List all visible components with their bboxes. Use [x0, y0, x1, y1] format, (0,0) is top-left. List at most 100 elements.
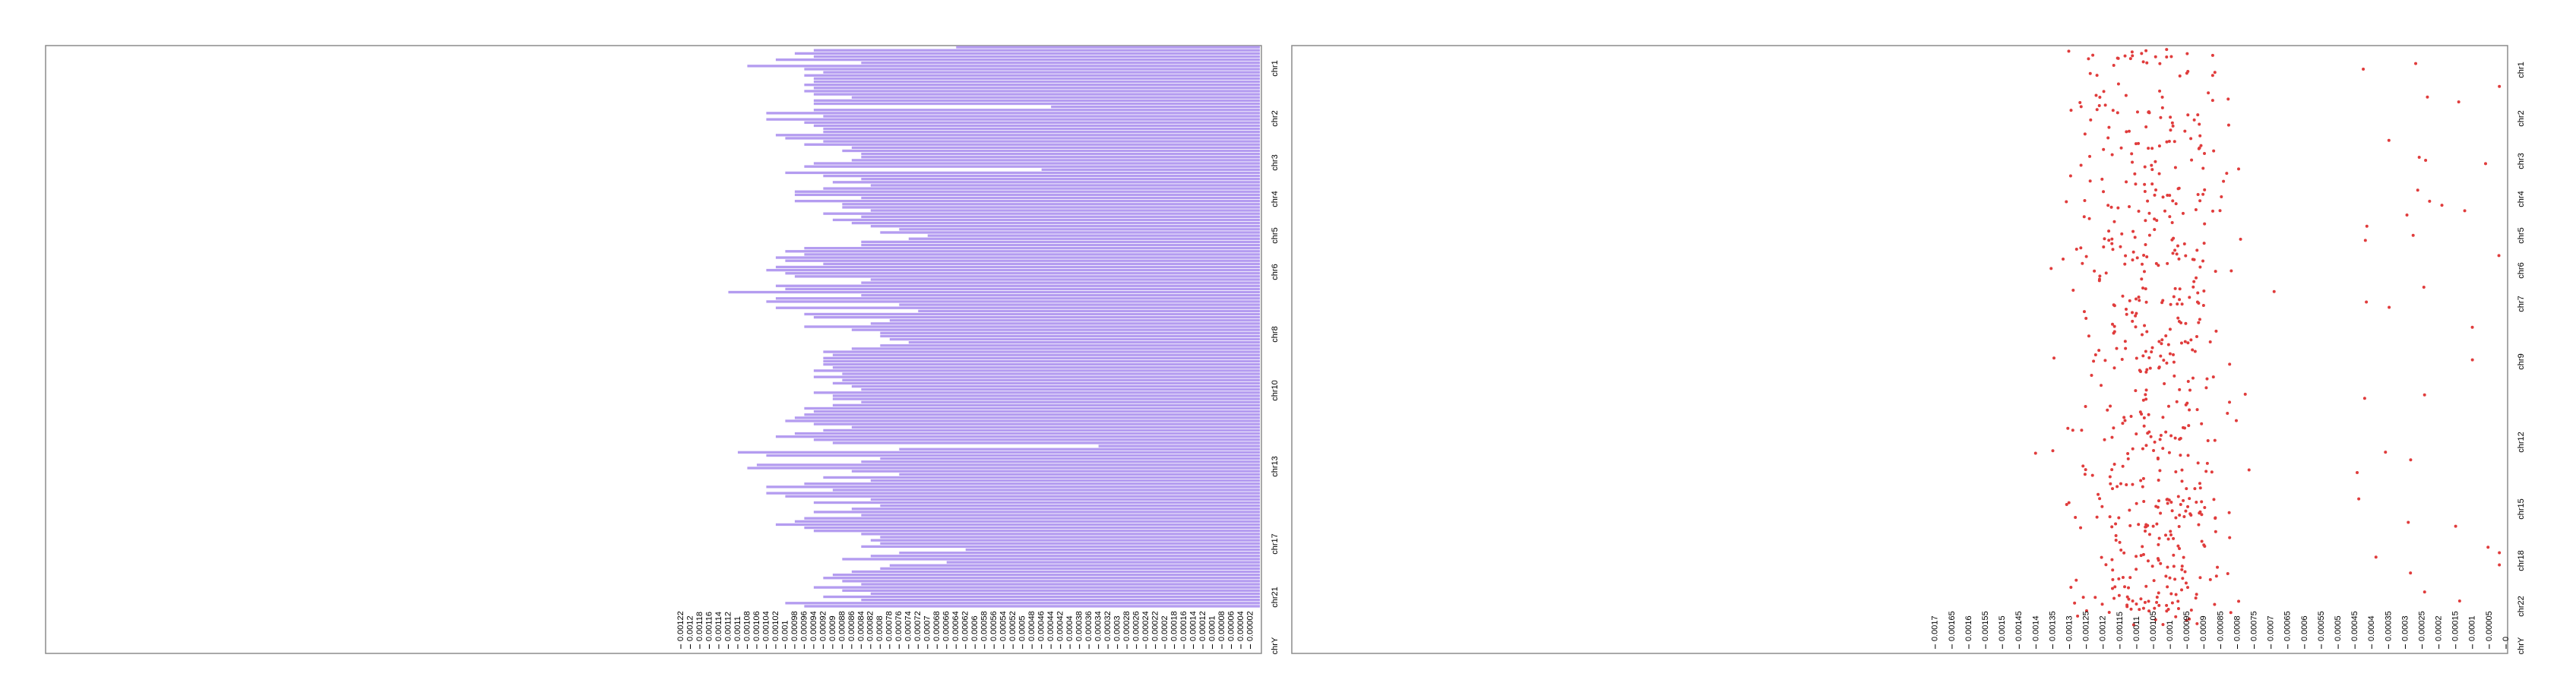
- bar-chromosome-label: chrY: [1271, 637, 1280, 654]
- scatter-point: [2188, 408, 2191, 412]
- scatter-point: [2470, 325, 2474, 329]
- scatter-point: [2191, 285, 2195, 289]
- scatter-point: [2134, 389, 2138, 393]
- scatter-x-tick-label: 0.0008: [2233, 615, 2242, 641]
- scatter-point: [2178, 546, 2182, 550]
- bar: [927, 234, 1260, 237]
- scatter-x-tick-label: 0.0015: [1998, 615, 2007, 641]
- bar: [861, 243, 1260, 247]
- scatter-point: [2147, 147, 2150, 150]
- bar: [861, 583, 1260, 586]
- scatter-point: [2166, 607, 2170, 611]
- bar: [880, 536, 1260, 539]
- bar: [813, 49, 1260, 52]
- scatter-point: [2131, 229, 2135, 233]
- scatter-point: [2144, 370, 2148, 374]
- bar-x-tick-label: 0.00042: [1056, 611, 1065, 641]
- bar: [851, 96, 1260, 99]
- bar-x-tick-label: 0.00038: [1075, 611, 1084, 641]
- scatter-point: [2147, 430, 2151, 434]
- bar: [775, 256, 1260, 259]
- scatter-point: [2140, 333, 2144, 337]
- scatter-point: [2079, 163, 2083, 167]
- bar: [823, 187, 1260, 190]
- scatter-chromosome-label: chr9: [2517, 353, 2526, 369]
- bar: [899, 228, 1260, 231]
- scatter-point: [2144, 584, 2148, 588]
- scatter-point: [2139, 597, 2143, 601]
- bar-chromosome-label: chr21: [1271, 587, 1280, 608]
- bar: [794, 199, 1260, 203]
- scatter-point: [2107, 610, 2111, 614]
- bar: [823, 577, 1260, 580]
- scatter-point: [2405, 213, 2409, 217]
- scatter-x-tick-label: 0.0016: [1964, 615, 1973, 641]
- scatter-point: [2141, 60, 2145, 64]
- scatter-point: [2142, 416, 2146, 420]
- bar: [823, 429, 1260, 432]
- scatter-point: [2125, 482, 2128, 486]
- bar-x-tick-label: 0.00002: [1245, 611, 1255, 641]
- bar-chart-panel: 0.00122 0.0012 0.00118 0.00116 0.00114 0.0011…: [45, 45, 1280, 654]
- scatter-point: [2141, 485, 2144, 489]
- scatter-point: [2107, 239, 2111, 242]
- scatter-point: [2201, 166, 2205, 170]
- bar: [842, 589, 1260, 592]
- bar: [851, 570, 1260, 574]
- scatter-point: [2153, 217, 2157, 221]
- bar: [747, 467, 1260, 470]
- bar: [832, 381, 1260, 385]
- scatter-point: [2176, 599, 2180, 603]
- scatter-point: [2111, 109, 2115, 112]
- scatter-point: [2200, 539, 2204, 543]
- scatter-point: [2087, 217, 2091, 220]
- scatter-point: [2156, 557, 2160, 561]
- scatter-point: [2125, 605, 2129, 609]
- scatter-point: [2109, 404, 2112, 408]
- scatter-point: [2199, 144, 2203, 147]
- bar-x-tick-label: 0.00046: [1037, 611, 1046, 641]
- scatter-chart-panel: 0.0017 0.00165 0.0016 0.00155 0.0015 0.00145 0…: [1291, 45, 2526, 654]
- scatter-point: [2111, 248, 2115, 251]
- scatter-point: [2103, 103, 2107, 107]
- scatter-point: [2100, 504, 2104, 508]
- scatter-point: [2170, 121, 2174, 125]
- scatter-point: [2213, 71, 2217, 74]
- scatter-point: [2183, 570, 2187, 574]
- scatter-point: [2145, 61, 2149, 65]
- scatter-point: [2095, 74, 2099, 77]
- bar-x-tick-label: 0.00098: [790, 611, 799, 641]
- bar: [861, 514, 1260, 517]
- scatter-point: [2049, 267, 2053, 270]
- scatter-point: [2169, 128, 2173, 132]
- bar-x-tick-label: 0.00084: [856, 611, 866, 641]
- bar: [851, 347, 1260, 350]
- scatter-x-tick-label: 0.00115: [2116, 612, 2125, 641]
- bar: [785, 250, 1260, 253]
- scatter-point: [2135, 256, 2139, 260]
- scatter-point: [2109, 205, 2113, 209]
- scatter-x-tick-label: 0.0013: [2065, 615, 2074, 641]
- scatter-point: [2204, 386, 2208, 390]
- scatter-point: [2234, 419, 2238, 422]
- scatter-point: [2071, 429, 2074, 432]
- scatter-point: [2168, 327, 2172, 331]
- bar-x-tick-label: 0.00078: [885, 611, 894, 641]
- scatter-point: [2131, 447, 2135, 451]
- bar-x-tick-label: 0.00076: [894, 611, 903, 641]
- bar: [813, 124, 1260, 128]
- scatter-x-tick-label: 0.00025: [2417, 611, 2426, 641]
- bar: [880, 567, 1260, 570]
- scatter-point: [2198, 482, 2201, 486]
- scatter-point: [2414, 62, 2418, 65]
- scatter-point: [2098, 497, 2102, 501]
- scatter-point: [2141, 606, 2145, 610]
- scatter-point: [2137, 141, 2141, 145]
- scatter-point: [2186, 586, 2190, 590]
- scatter-point: [2214, 517, 2217, 520]
- scatter-point: [2184, 509, 2188, 513]
- scatter-point: [2165, 603, 2169, 607]
- scatter-point: [2179, 502, 2182, 506]
- scatter-point: [2203, 505, 2207, 509]
- scatter-point: [2157, 591, 2160, 595]
